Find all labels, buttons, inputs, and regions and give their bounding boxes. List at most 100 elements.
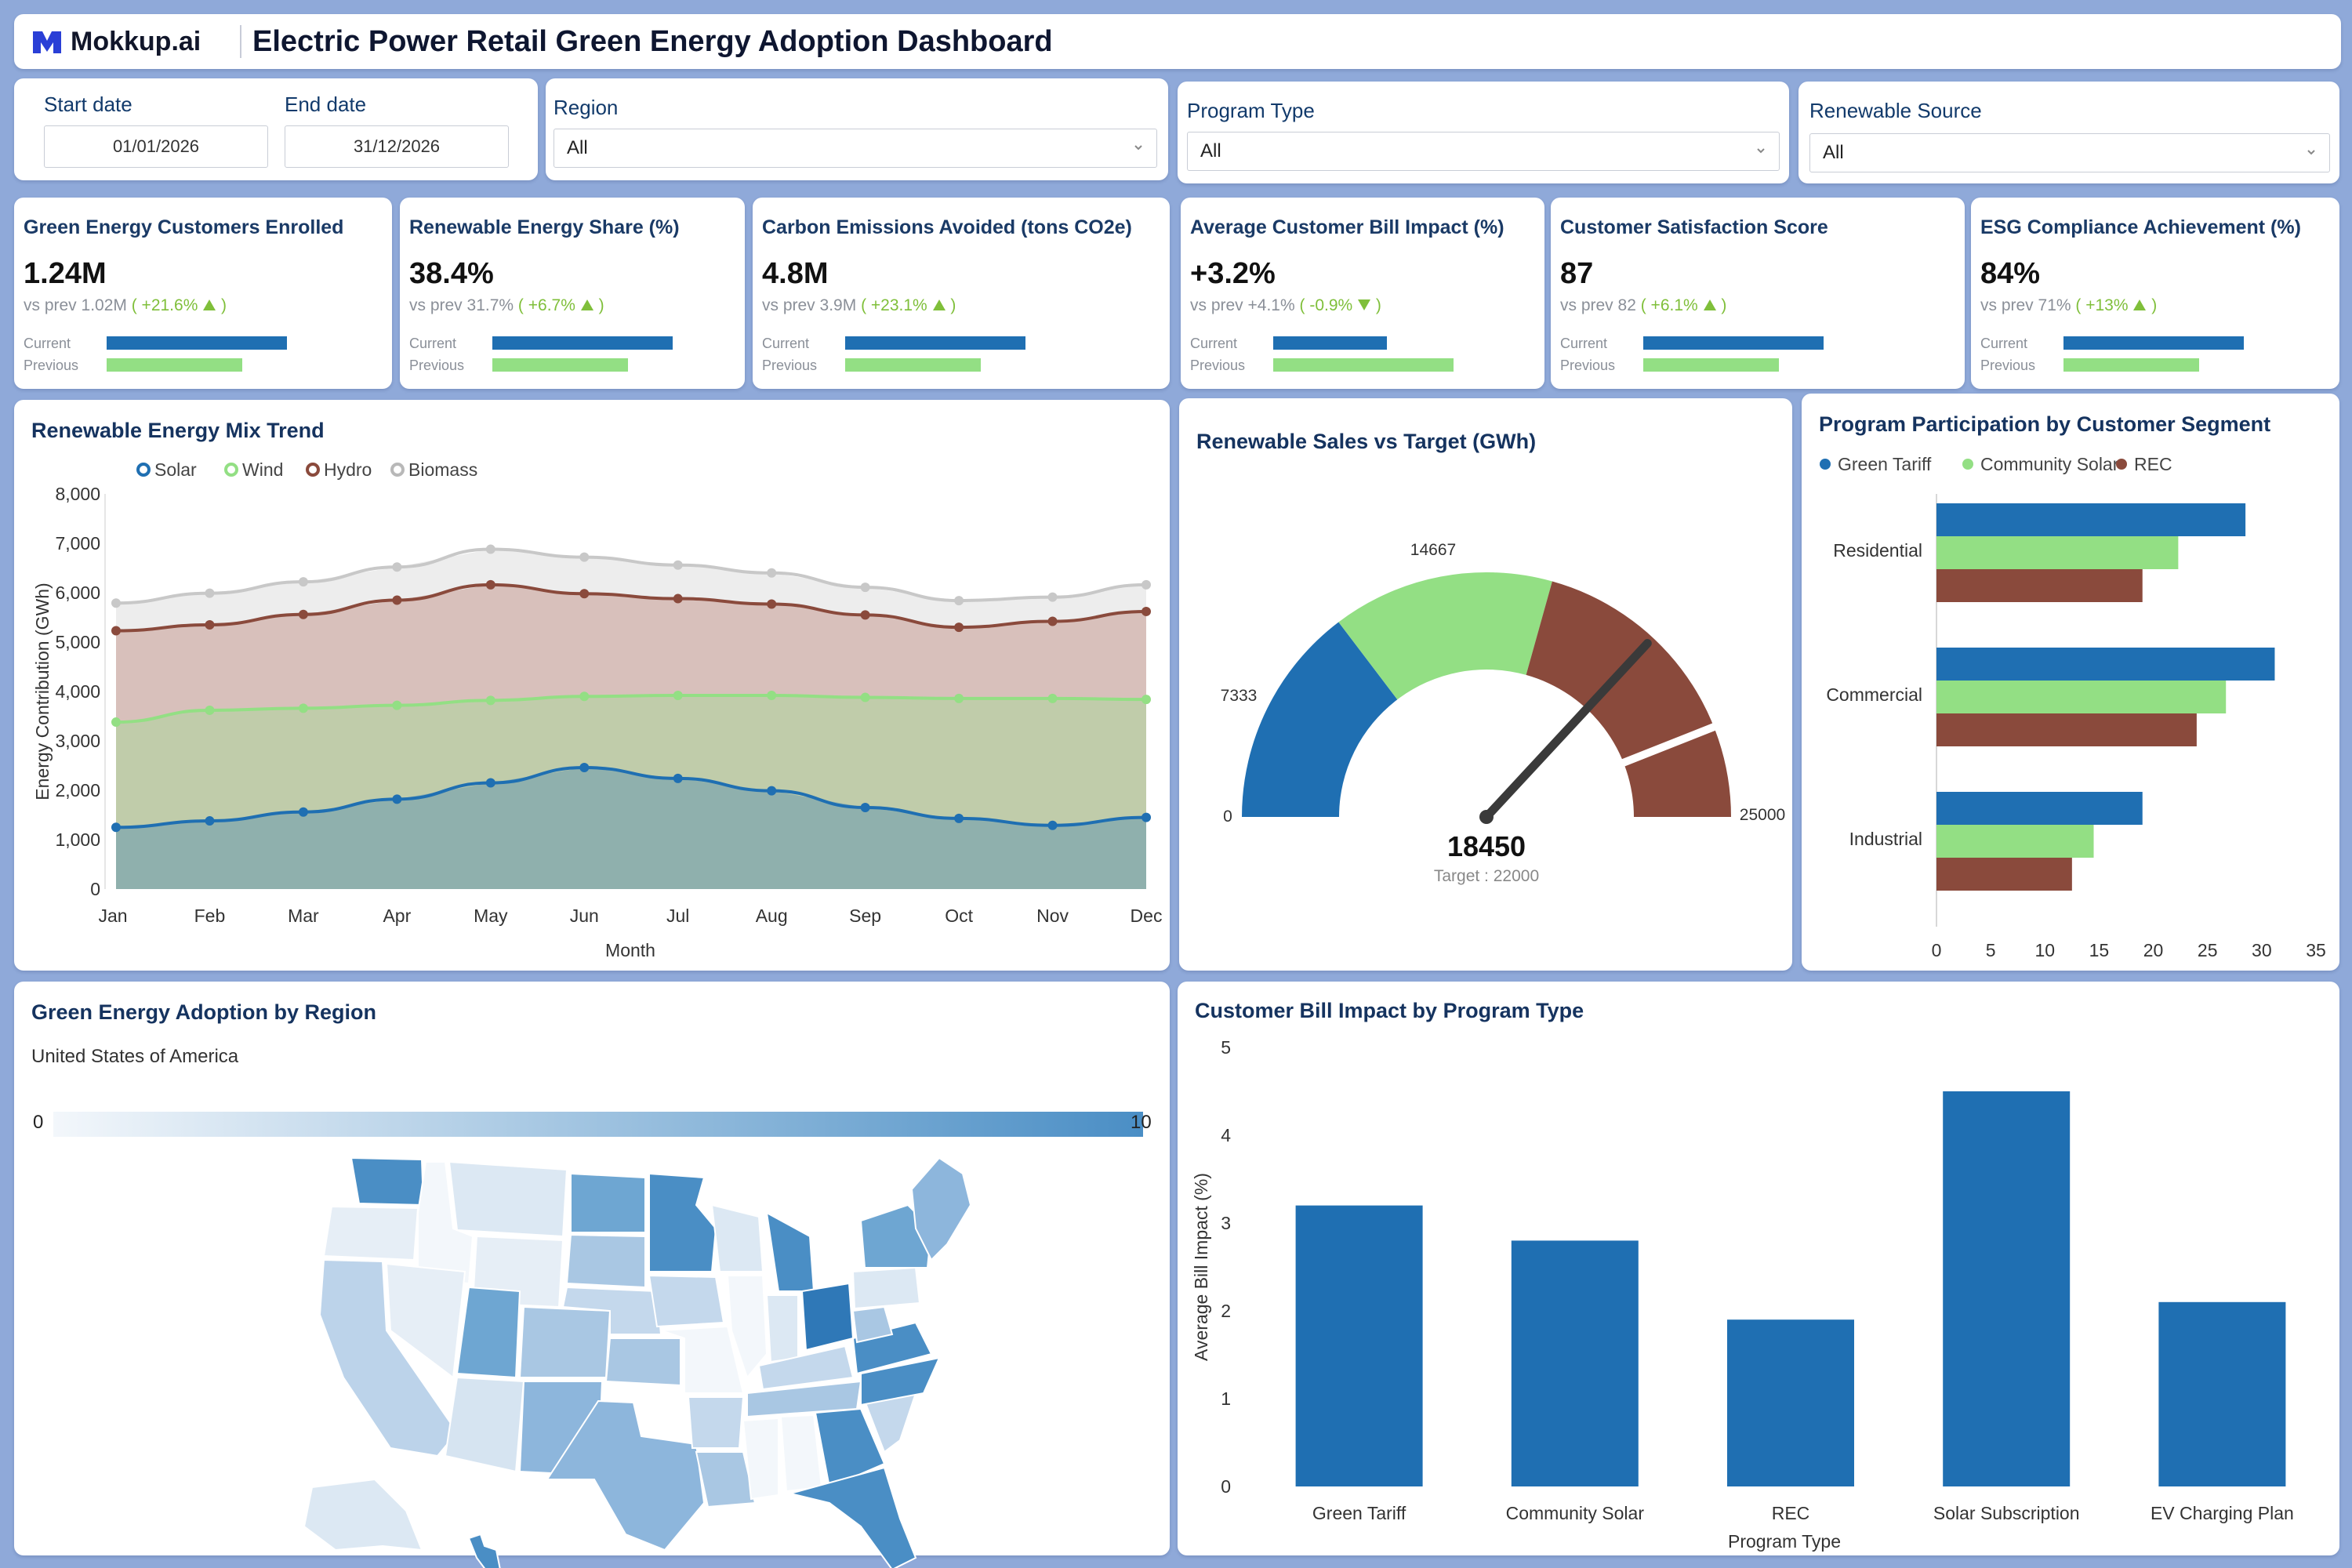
point-solar[interactable] [673, 773, 683, 783]
point-wind[interactable] [485, 695, 495, 706]
bar[interactable] [1727, 1319, 1854, 1486]
point-biomass[interactable] [767, 568, 777, 578]
line-solar [115, 766, 1147, 829]
point-hydro[interactable] [673, 593, 683, 604]
point-biomass[interactable] [205, 588, 215, 598]
end-date-field[interactable]: 31/12/2026 [285, 125, 509, 168]
point-solar[interactable] [205, 816, 215, 826]
kpi-delta-text: ( +21.6% [131, 296, 198, 314]
point-wind[interactable] [392, 700, 402, 710]
bar-community-solar[interactable] [1936, 536, 2179, 569]
point-wind[interactable] [205, 705, 215, 715]
mix-trend-legend[interactable]: Solar Wind Hydro Biomass [136, 459, 477, 480]
kpi-current-bar [845, 336, 1025, 350]
point-biomass[interactable] [485, 544, 495, 554]
kpi-comparison: vs prev 71% ( +13% ) [1980, 296, 2157, 315]
region-map-subtitle: United States of America [31, 1046, 239, 1067]
kpi-delta: ( +6.1% ) [1640, 296, 1727, 314]
gauge-tick-label: 25000 [1740, 806, 1785, 824]
point-wind[interactable] [1142, 695, 1151, 705]
point-hydro[interactable] [298, 609, 308, 619]
participation-legend[interactable]: Green Tariff Community Solar REC [1820, 454, 2172, 474]
bar[interactable] [1511, 1240, 1639, 1486]
point-wind[interactable] [767, 691, 777, 701]
point-solar[interactable] [392, 794, 402, 804]
point-solar[interactable] [485, 778, 495, 788]
point-hydro[interactable] [579, 589, 590, 599]
y-tick-label: 2 [1221, 1301, 1231, 1321]
kpi-prev-value: vs prev 1.02M [24, 296, 127, 314]
point-solar[interactable] [767, 786, 777, 796]
point-solar[interactable] [579, 763, 590, 773]
point-hydro[interactable] [954, 622, 964, 633]
bar[interactable] [2158, 1301, 2286, 1486]
point-solar[interactable] [954, 813, 964, 823]
start-date-field[interactable]: 01/01/2026 [44, 125, 268, 168]
point-wind[interactable] [1047, 693, 1058, 703]
renewable-source-label: Renewable Source [1809, 99, 1982, 122]
usa-map[interactable] [289, 1142, 994, 1568]
map-state-florida [789, 1466, 917, 1568]
bar-rec[interactable] [1936, 858, 2072, 891]
bar-green-tariff[interactable] [1936, 792, 2143, 825]
point-biomass[interactable] [673, 560, 683, 570]
point-biomass[interactable] [954, 596, 964, 606]
kpi-delta: ( -0.9% ) [1299, 296, 1381, 314]
point-wind[interactable] [111, 717, 121, 728]
point-wind[interactable] [673, 691, 683, 701]
x-tick-label: 25 [2198, 940, 2218, 960]
point-wind[interactable] [954, 693, 964, 703]
kpi-delta: ( +21.6% ) [131, 296, 227, 314]
point-wind[interactable] [860, 692, 870, 702]
point-biomass[interactable] [1142, 579, 1151, 590]
point-biomass[interactable] [579, 552, 590, 562]
point-wind[interactable] [579, 691, 590, 702]
point-solar[interactable] [298, 807, 308, 817]
legend-marker [1820, 459, 1831, 470]
point-wind[interactable] [298, 703, 308, 713]
page-title: Electric Power Retail Green Energy Adopt… [252, 25, 1053, 58]
point-hydro[interactable] [111, 626, 121, 636]
point-hydro[interactable] [767, 599, 777, 609]
kpi-previous-bar [1273, 358, 1454, 372]
point-solar[interactable] [860, 803, 870, 813]
point-hydro[interactable] [205, 619, 215, 630]
bar[interactable] [1295, 1205, 1423, 1486]
point-solar[interactable] [1047, 820, 1058, 830]
bar-rec[interactable] [1936, 713, 2197, 746]
map-state-south-dakota [565, 1233, 646, 1289]
kpi-card: Customer Satisfaction Score 87 vs prev 8… [1551, 198, 1965, 389]
x-tick-label: Feb [194, 906, 226, 926]
point-hydro[interactable] [860, 610, 870, 620]
map-state-west-virginia [851, 1305, 894, 1344]
point-biomass[interactable] [392, 562, 402, 572]
kpi-title: Renewable Energy Share (%) [409, 216, 680, 238]
x-tick-label: Solar Subscription [1933, 1503, 2080, 1523]
point-biomass[interactable] [298, 577, 308, 587]
point-hydro[interactable] [1142, 606, 1151, 616]
point-solar[interactable] [1142, 812, 1151, 822]
kpi-value: 38.4% [409, 257, 494, 290]
bar-community-solar[interactable] [1936, 825, 2094, 858]
legend-label: Hydro [324, 459, 372, 480]
bar-community-solar[interactable] [1936, 681, 2227, 713]
bar-green-tariff[interactable] [1936, 503, 2246, 536]
program-type-select[interactable]: All [1187, 132, 1780, 171]
kpi-current-bar [2063, 336, 2244, 350]
bar-green-tariff[interactable] [1936, 648, 2275, 681]
renewable-source-select[interactable]: All [1809, 133, 2330, 172]
bar[interactable] [1943, 1091, 2071, 1486]
point-biomass[interactable] [111, 598, 121, 608]
point-hydro[interactable] [485, 579, 495, 590]
y-tick-label: 4 [1221, 1125, 1231, 1145]
kpi-delta-text: ( +6.1% [1640, 296, 1698, 314]
bar-rec[interactable] [1936, 569, 2143, 602]
y-axis-title: Energy Contribution (GWh) [32, 583, 53, 800]
region-select[interactable]: All [554, 129, 1157, 168]
point-biomass[interactable] [1047, 592, 1058, 602]
point-solar[interactable] [111, 822, 121, 833]
point-hydro[interactable] [392, 595, 402, 605]
y-tick-label: 6,000 [55, 583, 100, 603]
point-biomass[interactable] [860, 583, 870, 593]
point-hydro[interactable] [1047, 616, 1058, 626]
